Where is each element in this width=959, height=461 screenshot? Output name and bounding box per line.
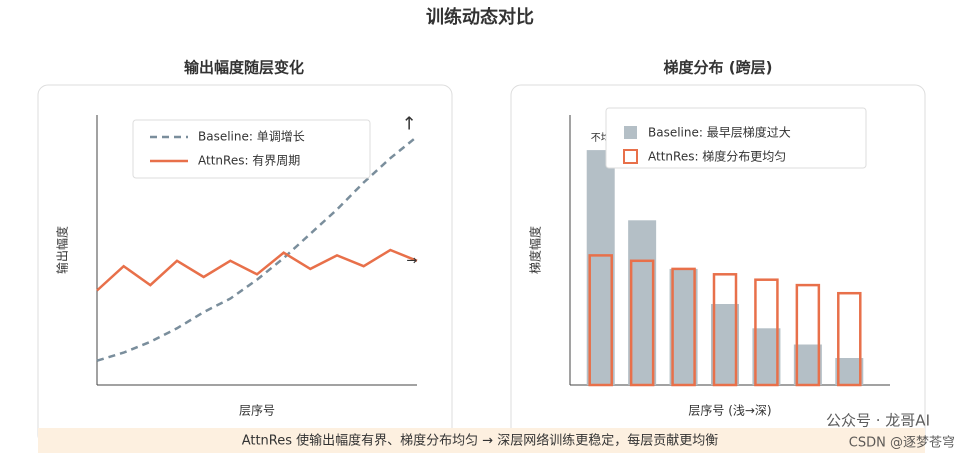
bar: [628, 220, 657, 385]
bar: [669, 268, 698, 385]
chart-title: 梯度分布 (跨层): [664, 59, 773, 77]
footer-bar: [38, 428, 925, 453]
legend-label: Baseline: 单调增长: [198, 130, 305, 144]
bar: [588, 254, 613, 387]
y-axis-label: 输出幅度: [55, 226, 70, 274]
legend-label: AttnRes: 梯度分布更均匀: [648, 149, 786, 164]
bar: [793, 344, 822, 385]
watermark: CSDN @逐梦苍穹: [849, 435, 955, 451]
bar: [711, 304, 739, 385]
watermark: 公众号 · 龙哥AI: [826, 412, 930, 430]
footer: AttnRes 使输出幅度有界、梯度分布均匀 → 深层网络训练更稳定，每层贡献更…: [242, 433, 719, 449]
bar: [671, 267, 696, 387]
annotation: ↑: [401, 114, 416, 135]
bar: [835, 358, 864, 385]
page-title: 训练动态对比: [426, 6, 534, 28]
bar: [752, 328, 781, 385]
bar: [586, 150, 615, 385]
line-series: [96, 135, 418, 362]
legend-label: Baseline: 最早层梯度过大: [648, 125, 791, 140]
line-series: [96, 248, 418, 292]
bar: [754, 278, 779, 387]
bar: [629, 259, 655, 387]
legend-swatch: [624, 126, 637, 139]
legend-box: [605, 107, 867, 169]
bar: [837, 291, 862, 387]
y-axis-label: 梯度幅度: [528, 226, 543, 274]
x-axis-label: 层序号 (浅→深): [688, 403, 771, 418]
legend-swatch: [623, 149, 638, 164]
x-axis-label: 层序号: [239, 403, 275, 418]
annotation: →: [407, 253, 418, 268]
bar: [712, 273, 738, 387]
chart-title: 输出幅度随层变化: [184, 59, 304, 77]
legend-label: AttnRes: 有界周期: [198, 154, 300, 168]
bar: [795, 283, 821, 387]
legend-box: [132, 119, 371, 179]
